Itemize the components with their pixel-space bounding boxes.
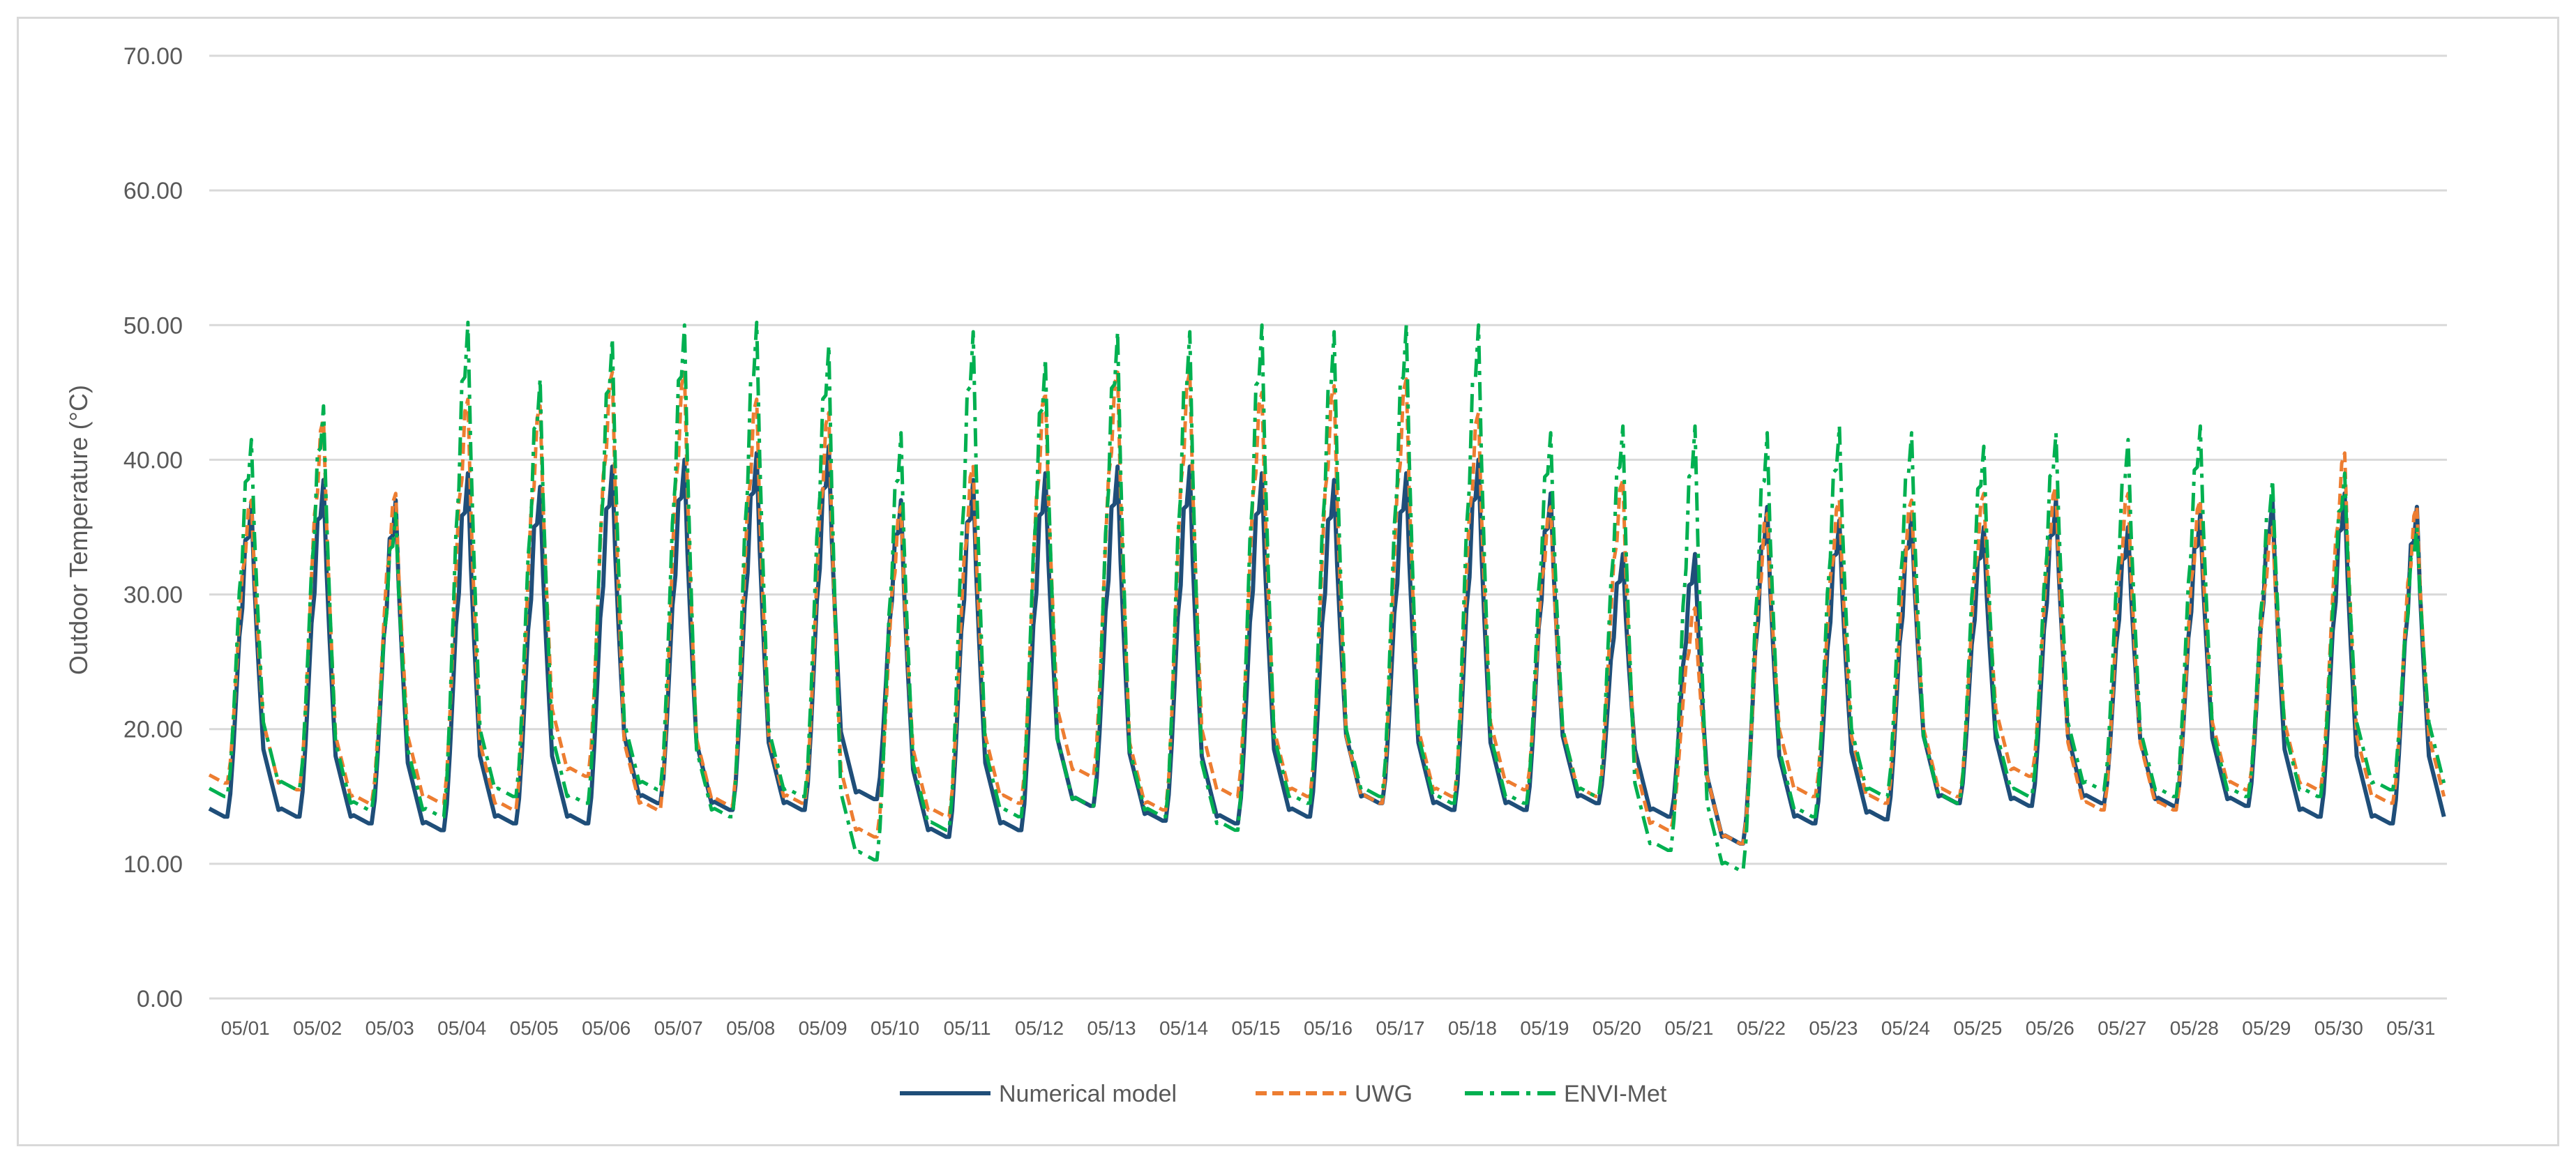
- x-tick-label: 05/01: [221, 1017, 270, 1039]
- x-tick-label: 05/24: [1881, 1017, 1930, 1039]
- y-tick-label: 30.00: [123, 582, 183, 609]
- y-tick-label: 70.00: [123, 43, 183, 70]
- x-tick-label: 05/29: [2242, 1017, 2291, 1039]
- gridlines: [209, 54, 2447, 1000]
- x-tick-label: 05/25: [1953, 1017, 2002, 1039]
- chart-frame: [17, 17, 2559, 1146]
- legend: Numerical model UWG ENVI-Met: [900, 1081, 1667, 1107]
- x-tick-label: 05/06: [582, 1017, 631, 1039]
- y-tick-label: 0.00: [137, 986, 183, 1012]
- x-tick-label: 05/17: [1376, 1017, 1424, 1039]
- x-axis-ticks: 05/01 05/02 05/03 05/04 05/05 05/06 05/07 05/08…: [221, 1017, 2436, 1039]
- x-tick-label: 05/18: [1448, 1017, 1497, 1039]
- x-tick-label: 05/02: [293, 1017, 342, 1039]
- x-tick-label: 05/23: [1809, 1017, 1858, 1039]
- x-tick-label: 05/07: [654, 1017, 703, 1039]
- x-tick-label: 05/05: [510, 1017, 559, 1039]
- series-line-envi-met: [208, 320, 2446, 872]
- series-group: [208, 320, 2446, 872]
- x-tick-label: 05/12: [1015, 1017, 1064, 1039]
- y-axis-label: Outdoor Temperature (°C): [64, 385, 93, 675]
- x-tick-label: 05/31: [2386, 1017, 2435, 1039]
- x-tick-label: 05/28: [2170, 1017, 2219, 1039]
- legend-label: ENVI-Met: [1564, 1081, 1667, 1107]
- x-tick-label: 05/16: [1304, 1017, 1353, 1039]
- x-tick-label: 05/04: [437, 1017, 486, 1039]
- x-tick-label: 05/26: [2026, 1017, 2074, 1039]
- x-tick-label: 05/22: [1737, 1017, 1786, 1039]
- x-tick-label: 05/09: [799, 1017, 848, 1039]
- y-axis-ticks: 0.00 10.00 20.00 30.00 40.00 50.00 60.00 70.00: [123, 43, 183, 1012]
- y-tick-label: 10.00: [123, 851, 183, 878]
- x-tick-label: 05/20: [1592, 1017, 1641, 1039]
- y-tick-label: 20.00: [123, 717, 183, 743]
- x-tick-label: 05/03: [366, 1017, 414, 1039]
- x-tick-label: 05/27: [2097, 1017, 2146, 1039]
- x-tick-label: 05/11: [944, 1017, 991, 1039]
- x-tick-label: 05/19: [1520, 1017, 1569, 1039]
- legend-label: Numerical model: [999, 1081, 1177, 1107]
- legend-label: UWG: [1355, 1081, 1413, 1107]
- x-tick-label: 05/21: [1664, 1017, 1713, 1039]
- x-tick-label: 05/13: [1087, 1017, 1136, 1039]
- x-tick-label: 05/15: [1231, 1017, 1280, 1039]
- x-tick-label: 05/14: [1159, 1017, 1208, 1039]
- y-tick-label: 50.00: [123, 312, 183, 339]
- y-tick-label: 40.00: [123, 447, 183, 473]
- x-tick-label: 05/08: [726, 1017, 775, 1039]
- x-tick-label: 05/10: [871, 1017, 919, 1039]
- y-tick-label: 60.00: [123, 178, 183, 204]
- x-tick-label: 05/30: [2314, 1017, 2363, 1039]
